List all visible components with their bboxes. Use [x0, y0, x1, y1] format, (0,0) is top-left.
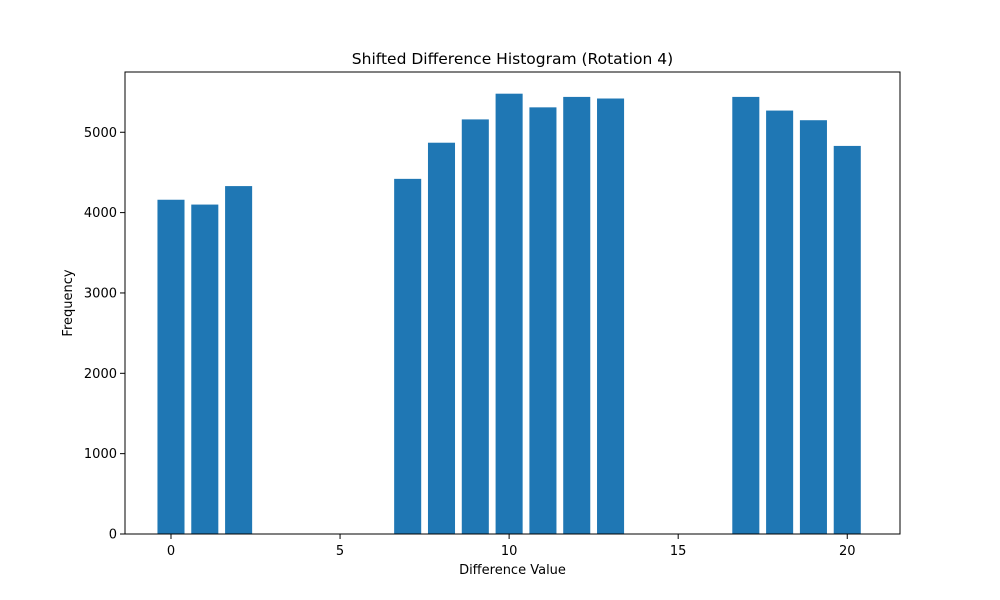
x-tick-label: 0: [167, 544, 175, 559]
y-ticks-group: 0 1000 2000 3000 4000 5000: [84, 126, 125, 543]
x-axis-label: Difference Value: [459, 563, 566, 578]
y-tick-label: 2000: [84, 367, 117, 382]
histogram-bar: [833, 145, 861, 535]
y-tick-label: 0: [109, 528, 117, 543]
x-tick-label: 20: [839, 544, 856, 559]
chart-title: Shifted Difference Histogram (Rotation 4…: [352, 50, 673, 68]
histogram-bar: [597, 98, 625, 534]
y-tick-label: 5000: [84, 126, 117, 141]
histogram-bar: [529, 107, 557, 534]
x-tick-label: 5: [336, 544, 344, 559]
histogram-bar: [799, 120, 827, 535]
x-tick-label: 15: [670, 544, 687, 559]
histogram-bar: [157, 199, 185, 534]
histogram-bar: [394, 178, 422, 535]
histogram-bar: [191, 204, 219, 534]
x-ticks-group: 0 5 10 15 20: [167, 534, 856, 559]
histogram-bar: [461, 119, 489, 534]
bars-group: [157, 93, 861, 535]
histogram-bar: [427, 142, 456, 534]
histogram-bar: [225, 186, 253, 534]
histogram-bar: [732, 96, 760, 534]
histogram-bar: [495, 93, 523, 534]
plot-frame: [124, 71, 901, 535]
y-axis-label: Frequency: [61, 269, 76, 336]
x-tick-label: 10: [501, 544, 518, 559]
y-tick-label: 3000: [84, 286, 117, 301]
y-tick-label: 4000: [84, 206, 117, 221]
histogram-bar: [766, 110, 794, 534]
y-tick-label: 1000: [84, 447, 117, 462]
histogram-bar: [563, 96, 591, 534]
